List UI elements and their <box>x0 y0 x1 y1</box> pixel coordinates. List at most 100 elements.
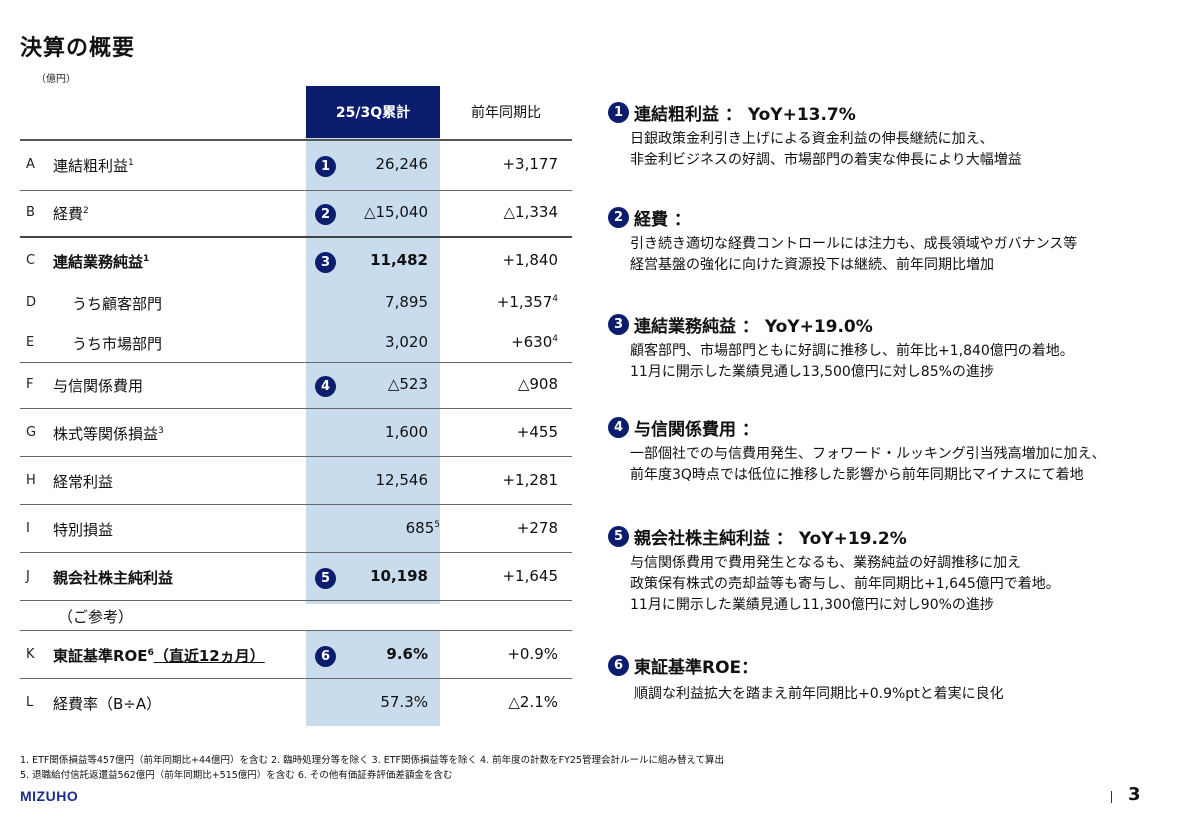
highlight-body: 顧客部門、市場部門ともに好調に推移し、前年比+1,840億円の着地。 11月に開… <box>630 341 1074 383</box>
row-label: 連結業務純益1 <box>53 251 149 272</box>
row-label-text: 株式等関係損益 <box>53 425 159 443</box>
row-value: 11,482 <box>370 251 428 269</box>
row-letter: L <box>26 695 34 710</box>
row-letter: E <box>26 335 35 350</box>
highlight-title: 5 親会社株主純利益 ： YoY+19.2% <box>608 524 1060 549</box>
row-label-text: 連結粗利益 <box>53 157 129 175</box>
highlight-section: 4 与信関係費用 ： 一部個社での与信費用発生、フォワード・ルッキング引当残高増加… <box>608 415 1106 486</box>
page-number-divider <box>1111 791 1112 803</box>
row-yoy: +1,645 <box>502 567 558 585</box>
row-label: 株式等関係損益3 <box>53 423 164 444</box>
highlight-line: 与信関係費用で費用発生となるも、業務純益の好調推移に加え <box>630 555 1022 571</box>
footnote-ref: 4 <box>552 294 558 304</box>
highlight-line: 前年度3Q時点では低位に推移した影響から前年同期比マイナスにて着地 <box>630 467 1084 483</box>
table-row: I 特別損益 6855 +278 <box>20 516 572 544</box>
row-value: 57.3% <box>380 693 428 711</box>
row-yoy: +1,281 <box>502 471 558 489</box>
row-letter: C <box>26 253 36 268</box>
footnote-ref: 1 <box>143 254 150 264</box>
highlight-line: 政策保有株式の売却益等も寄与し、前年同期比+1,645億円で着地。 <box>630 576 1060 592</box>
row-yoy-text: +630 <box>511 333 553 351</box>
row-letter: F <box>26 377 34 392</box>
row-value-text: 685 <box>405 519 435 537</box>
table-row: K 東証基準ROE6（直近12ヵ月） 6 9.6% +0.9% <box>20 642 572 670</box>
highlight-title: 4 与信関係費用 ： <box>608 415 1106 440</box>
row-label: 経常利益 <box>53 473 114 491</box>
page-title: 決算の概要 <box>20 36 136 61</box>
row-divider <box>20 600 572 601</box>
row-divider <box>20 408 572 409</box>
footnote-ref: 5 <box>434 520 440 530</box>
badge-2: 2 <box>608 207 629 228</box>
highlight-body: 順調な利益拡大を踏まえ前年同期比+0.9%ptと着実に良化 <box>634 684 1004 705</box>
table-row: F 与信関係費用 4 △523 △908 <box>20 372 572 400</box>
row-yoy-text: +1,357 <box>496 293 553 311</box>
row-divider <box>20 552 572 553</box>
row-value: 7,895 <box>385 293 428 311</box>
row-label: 経費率（B÷A） <box>53 695 162 713</box>
highlight-title-text: 親会社株主純利益 ： YoY+19.2% <box>634 529 907 549</box>
row-label: 東証基準ROE6（直近12ヵ月） <box>53 645 265 666</box>
row-letter: D <box>26 295 37 310</box>
row-label: 経費2 <box>53 203 89 224</box>
badge-6: 6 <box>608 655 629 676</box>
row-letter: G <box>26 425 37 440</box>
highlight-line: 11月に開示した業績見通し13,500億円に対し85%の進捗 <box>630 364 994 380</box>
footnote-line: 1. ETF関係損益等457億円（前年同期比+44億円）を含む 2. 臨時処理分… <box>20 755 724 766</box>
row-yoy: +3,177 <box>502 155 558 173</box>
row-value: 3,020 <box>385 333 428 351</box>
badge-3: 3 <box>315 252 336 273</box>
mizuho-logo: MIZUHO <box>20 788 79 804</box>
row-yoy: +6304 <box>511 333 558 351</box>
row-divider <box>20 504 572 505</box>
highlight-body: 引き続き適切な経費コントロールには注力も、成長領域やガバナンス等 経営基盤の強化… <box>630 234 1077 276</box>
highlight-section: 5 親会社株主純利益 ： YoY+19.2% 与信関係費用で費用発生となるも、業務… <box>608 524 1060 616</box>
row-value: 9.6% <box>386 645 428 663</box>
row-label: うち顧客部門 <box>72 295 163 313</box>
footnote-ref: 1 <box>128 158 134 168</box>
row-label: うち市場部門 <box>72 335 163 353</box>
row-letter: B <box>26 205 35 220</box>
highlight-body: 日銀政策金利引き上げによる資金利益の伸長継続に加え、 非金利ビジネスの好調、市場… <box>630 129 1022 171</box>
row-value: 10,198 <box>370 567 428 585</box>
row-label-suffix: （直近12ヵ月） <box>153 647 265 665</box>
row-value: △15,040 <box>363 203 428 221</box>
badge-6: 6 <box>315 646 336 667</box>
highlight-title-text: 東証基準ROE： <box>634 658 759 678</box>
header-current: 25/3Q累計 <box>306 86 440 138</box>
table-row: A 連結粗利益1 1 26,246 +3,177 <box>20 152 572 180</box>
row-value: △523 <box>387 375 428 393</box>
highlight-line: 非金利ビジネスの好調、市場部門の着実な伸長により大幅増益 <box>630 152 1022 168</box>
table-row: L 経費率（B÷A） 57.3% △2.1% <box>20 690 572 718</box>
table-row: D うち顧客部門 7,895 +1,3574 <box>20 290 572 318</box>
footnote-line: 5. 退職給付信託返還益562億円（前年同期比+515億円）を含む 6. その他… <box>20 770 453 781</box>
highlight-body: 与信関係費用で費用発生となるも、業務純益の好調推移に加え 政策保有株式の売却益等… <box>630 553 1060 616</box>
highlight-title-text: 連結業務純益 ： YoY+19.0% <box>634 317 873 337</box>
row-value: 6855 <box>406 519 440 537</box>
row-yoy: +0.9% <box>507 645 558 663</box>
row-yoy: △908 <box>517 375 558 393</box>
row-label-text: 連結業務純益 <box>53 253 144 271</box>
row-divider <box>20 456 572 457</box>
highlight-section: 6 東証基準ROE： 順調な利益拡大を踏まえ前年同期比+0.9%ptと着実に良化 <box>608 653 1004 705</box>
row-divider <box>20 362 572 363</box>
row-yoy: +455 <box>516 423 558 441</box>
row-value: 1,600 <box>385 423 428 441</box>
highlight-title-text: 経費 ： <box>634 210 691 230</box>
table-row: J 親会社株主純利益 5 10,198 +1,645 <box>20 564 572 592</box>
row-yoy: +1,3574 <box>497 293 558 311</box>
row-letter: A <box>26 157 35 172</box>
highlight-section: 3 連結業務純益 ： YoY+19.0% 顧客部門、市場部門ともに好調に推移し、前… <box>608 312 1074 383</box>
table-row: B 経費2 2 △15,040 △1,334 <box>20 200 572 228</box>
highlight-line: 11月に開示した業績見通し11,300億円に対し90%の進捗 <box>630 597 994 613</box>
row-yoy: △1,334 <box>503 203 558 221</box>
reference-row: （ご参考） <box>20 604 572 630</box>
highlight-line: 一部個社での与信費用発生、フォワード・ルッキング引当残高増加に加え、 <box>630 446 1106 462</box>
highlight-section: 2 経費 ： 引き続き適切な経費コントロールには注力も、成長領域やガバナンス等 経… <box>608 205 1077 276</box>
row-label: 連結粗利益1 <box>53 155 134 176</box>
highlight-title: 2 経費 ： <box>608 205 1077 230</box>
highlight-line: 日銀政策金利引き上げによる資金利益の伸長継続に加え、 <box>630 131 994 147</box>
row-yoy: △2.1% <box>508 693 558 711</box>
badge-1: 1 <box>608 102 629 123</box>
table-row: E うち市場部門 3,020 +6304 <box>20 330 572 358</box>
